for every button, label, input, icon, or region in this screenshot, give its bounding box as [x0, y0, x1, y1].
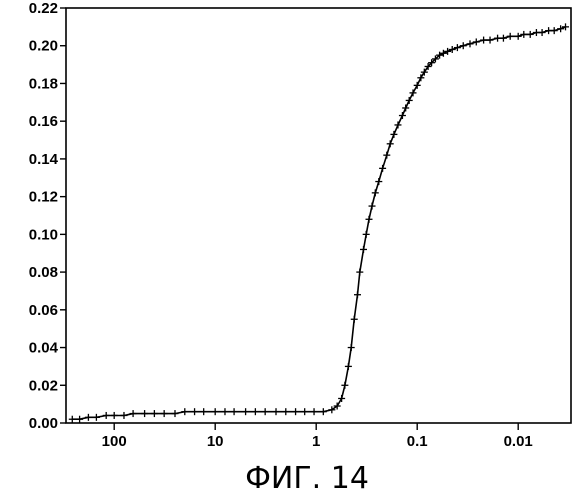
data-point: [539, 29, 546, 36]
data-point: [231, 408, 238, 415]
data-point: [272, 408, 279, 415]
x-tick-label: 100: [102, 433, 127, 450]
x-tick-label: 1: [312, 433, 320, 450]
data-point: [551, 27, 558, 34]
data-point: [406, 97, 413, 104]
y-tick-label: 0.16: [29, 113, 58, 130]
data-point: [360, 246, 367, 253]
data-point: [120, 412, 127, 419]
data-point: [394, 121, 401, 128]
data-point: [480, 37, 487, 44]
data-point: [171, 410, 178, 417]
y-tick-label: 0.12: [29, 189, 58, 206]
data-point: [356, 269, 363, 276]
data-point: [507, 33, 514, 40]
x-tick-label: 0.1: [407, 433, 428, 450]
y-tick-label: 0.18: [29, 75, 58, 92]
y-tick-label: 0.02: [29, 377, 58, 394]
data-point: [487, 37, 494, 44]
data-point: [93, 414, 100, 421]
y-tick-label: 0.04: [29, 340, 59, 357]
data-point: [387, 140, 394, 147]
x-tick-label: 0.01: [504, 433, 533, 450]
data-point: [345, 363, 352, 370]
y-tick-label: 0.00: [29, 415, 58, 432]
data-point: [161, 410, 168, 417]
y-tick-label: 0.20: [29, 38, 58, 55]
data-point: [372, 189, 379, 196]
data-point: [282, 408, 289, 415]
figure-caption: ФИГ. 14: [245, 461, 369, 496]
data-point: [379, 165, 386, 172]
data-point: [399, 112, 406, 119]
data-point: [348, 344, 355, 351]
data-point: [212, 408, 219, 415]
data-point: [341, 382, 348, 389]
data-point: [351, 316, 358, 323]
data-point: [311, 408, 318, 415]
y-tick-label: 0.10: [29, 226, 58, 243]
y-tick-label: 0.14: [29, 151, 59, 168]
data-point: [417, 74, 424, 81]
data-point: [151, 410, 158, 417]
series-line: [72, 27, 565, 419]
data-point: [338, 395, 345, 402]
data-point: [369, 203, 376, 210]
data-point: [414, 82, 421, 89]
data-point: [103, 412, 110, 419]
data-point: [69, 416, 76, 423]
data-point: [130, 410, 137, 417]
y-tick-label: 0.08: [29, 264, 58, 281]
data-point: [221, 408, 228, 415]
data-point: [527, 31, 534, 38]
data-point: [410, 89, 417, 96]
data-point: [473, 38, 480, 45]
data-point: [383, 152, 390, 159]
y-tick-label: 0.06: [29, 302, 58, 319]
data-point: [76, 416, 83, 423]
data-point: [467, 40, 474, 47]
data-point: [181, 408, 188, 415]
data-point: [141, 410, 148, 417]
data-point: [402, 104, 409, 111]
data-point: [262, 408, 269, 415]
data-point: [111, 412, 118, 419]
data-point: [500, 35, 507, 42]
data-point: [242, 408, 249, 415]
x-tick-label: 10: [207, 433, 224, 450]
plot-frame: [66, 8, 571, 423]
data-point: [252, 408, 259, 415]
y-tick-label: 0.22: [29, 0, 58, 17]
data-point: [363, 231, 370, 238]
data-point: [200, 408, 207, 415]
data-point: [292, 408, 299, 415]
data-markers: [69, 23, 569, 422]
data-point: [320, 408, 327, 415]
data-point: [191, 408, 198, 415]
x-axis: 100 10 1 0.1 0.01: [102, 423, 533, 450]
data-point: [375, 178, 382, 185]
data-point: [390, 131, 397, 138]
data-point: [85, 414, 92, 421]
data-point: [366, 216, 373, 223]
data-point: [301, 408, 308, 415]
y-axis: 0.00 0.02 0.04 0.06 0.08 0.10 0.12 0.14 0.16 0.18…: [29, 0, 66, 432]
data-point: [354, 291, 361, 298]
